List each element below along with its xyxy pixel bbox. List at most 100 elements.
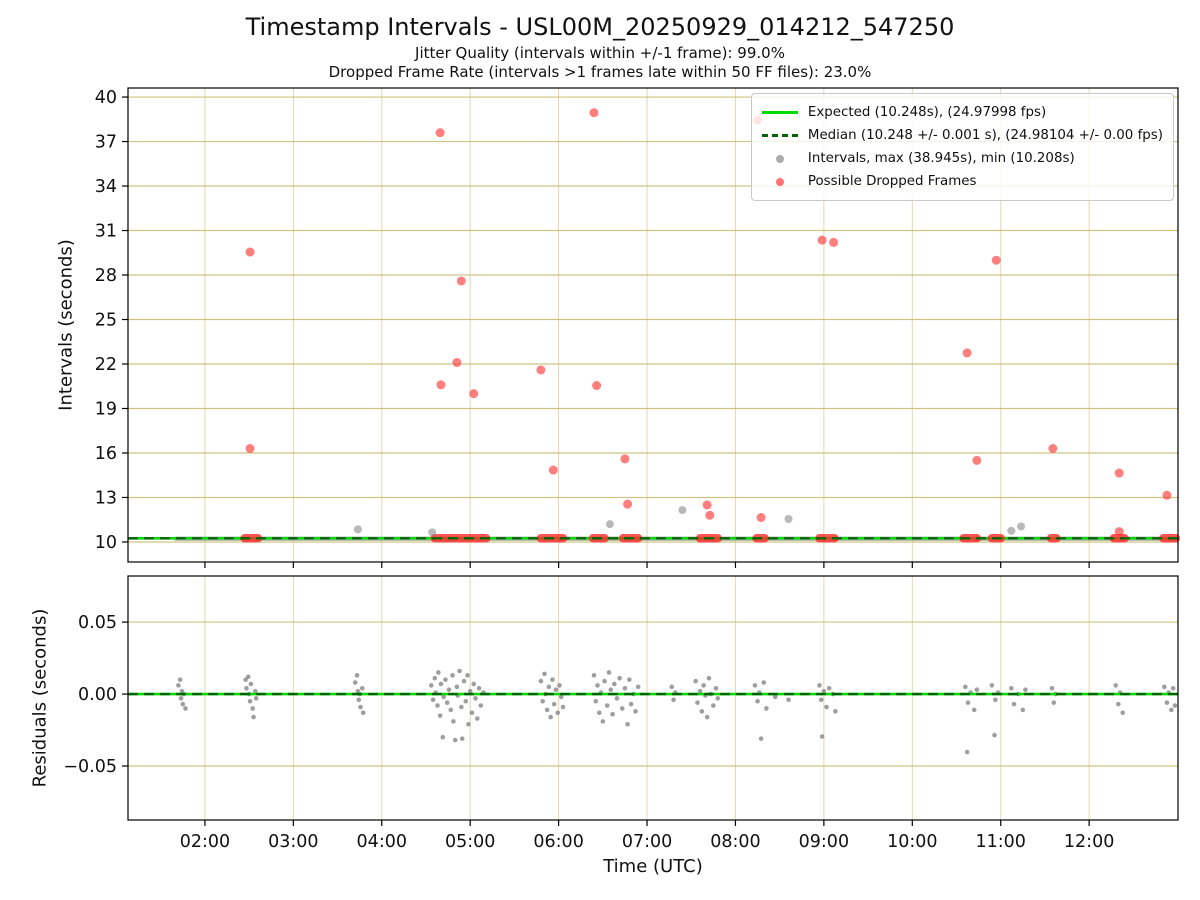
residual-point xyxy=(817,683,822,688)
dropped-frame-point xyxy=(245,247,255,257)
dropped-frame-point xyxy=(991,255,1001,265)
residual-point xyxy=(706,675,712,681)
residual-point xyxy=(253,696,259,701)
residual-point xyxy=(544,707,550,713)
residual-point xyxy=(617,675,622,681)
residual-point xyxy=(436,670,441,675)
residual-point xyxy=(711,703,716,708)
x-tick-label: 07:00 xyxy=(622,832,672,852)
residual-point xyxy=(1023,687,1028,693)
dropped-frame-point xyxy=(705,510,715,520)
residual-point xyxy=(443,677,448,682)
y-tick-label: 34 xyxy=(95,177,117,197)
legend-entry: Intervals, max (38.945s), min (10.208s) xyxy=(760,147,1163,170)
residual-point xyxy=(965,700,971,705)
residual-point xyxy=(701,683,706,688)
residual-point xyxy=(614,696,620,701)
residual-point xyxy=(251,714,256,720)
residual-point xyxy=(465,673,470,678)
residual-point xyxy=(600,719,606,724)
legend-label: Possible Dropped Frames xyxy=(807,174,977,189)
x-tick-label: 05:00 xyxy=(445,832,495,852)
residual-point xyxy=(358,704,363,710)
axes-spines xyxy=(127,575,1179,821)
median-dashed-line-icon xyxy=(760,134,800,137)
residual-point xyxy=(819,734,825,739)
residual-point xyxy=(476,685,482,691)
x-tick-label: 11:00 xyxy=(975,832,1025,852)
legend-label: Intervals, max (38.945s), min (10.208s) xyxy=(807,151,1075,166)
legend-marker-shape xyxy=(775,154,784,163)
residual-point xyxy=(474,716,480,721)
residual-point xyxy=(628,701,634,707)
interval-point xyxy=(784,514,793,523)
residual-point xyxy=(1170,685,1176,691)
residual-point xyxy=(183,706,188,711)
residual-point xyxy=(635,684,641,690)
x-tick-label: 09:00 xyxy=(799,832,849,852)
dropped-frame-point xyxy=(1162,490,1172,500)
interval-point xyxy=(353,525,362,534)
residual-point xyxy=(697,688,703,694)
residual-point xyxy=(752,683,758,688)
residual-point xyxy=(542,671,547,677)
residual-point xyxy=(356,697,362,703)
residual-point xyxy=(1120,710,1126,716)
residual-point xyxy=(826,685,832,691)
y-tick-label: 16 xyxy=(95,444,117,464)
dropped-frame-point xyxy=(702,500,712,510)
residual-point xyxy=(551,701,557,707)
residual-point xyxy=(457,668,462,674)
dropped-frame-point xyxy=(972,455,982,465)
dropped-frame-rate-subtitle: Dropped Frame Rate (intervals >1 frames … xyxy=(328,63,872,81)
residual-point xyxy=(1172,703,1178,708)
residual-point xyxy=(764,706,769,711)
residual-point xyxy=(602,678,607,684)
residual-point xyxy=(1113,683,1118,688)
dropped-frame-point xyxy=(548,465,558,475)
x-axis-label: Time (UTC) xyxy=(603,856,703,877)
residual-point xyxy=(454,684,460,690)
dropped-frame-point xyxy=(452,358,462,368)
y-tick-label: 40 xyxy=(95,88,117,108)
dropped-frame-point xyxy=(469,389,479,399)
dropped-frame-point xyxy=(623,499,633,509)
interval-point xyxy=(605,520,614,529)
x-tick-label: 06:00 xyxy=(533,832,583,852)
residual-point xyxy=(354,673,360,678)
chart-title: Timestamp Intervals - USL00M_20250929_01… xyxy=(245,13,955,41)
residual-point xyxy=(1169,707,1174,713)
axes-spines xyxy=(127,87,1179,563)
dropped-frame-point xyxy=(436,380,446,390)
residual-point xyxy=(430,697,436,703)
residual-point xyxy=(1116,701,1121,707)
residual-point xyxy=(463,698,469,704)
residual-point xyxy=(625,721,630,727)
residual-point xyxy=(459,704,464,710)
dropped-frame-point xyxy=(536,365,546,375)
dropped-frames-dot-icon xyxy=(760,177,800,186)
residual-point xyxy=(989,683,995,688)
residual-point xyxy=(178,696,184,701)
residual-point xyxy=(560,704,566,710)
residual-point xyxy=(671,697,676,703)
residual-point xyxy=(1051,700,1057,705)
residual-point xyxy=(761,680,767,685)
x-tick-label: 12:00 xyxy=(1064,832,1114,852)
legend-label: Median (10.248 +/- 0.001 s), (24.98104 +… xyxy=(807,128,1163,143)
residual-point xyxy=(177,677,183,682)
residual-point xyxy=(441,694,446,700)
residual-point xyxy=(471,681,477,687)
residual-point xyxy=(473,696,478,701)
residual-point xyxy=(466,721,471,727)
residual-point xyxy=(821,688,827,694)
residual-point xyxy=(669,684,675,690)
y-tick-label: 22 xyxy=(95,355,117,375)
residual-point xyxy=(610,711,615,717)
residual-point xyxy=(550,677,555,682)
residual-point xyxy=(713,685,719,691)
y-tick-label: 10 xyxy=(95,533,117,553)
residual-point xyxy=(612,681,617,687)
residual-point xyxy=(478,703,484,708)
